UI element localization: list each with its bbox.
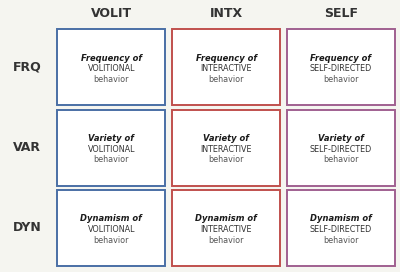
Text: FRQ: FRQ	[13, 61, 41, 74]
FancyBboxPatch shape	[172, 29, 280, 105]
Text: VOLIT: VOLIT	[91, 7, 132, 20]
Text: behavior: behavior	[94, 75, 129, 84]
Text: behavior: behavior	[208, 156, 244, 165]
Text: VOLITIONAL: VOLITIONAL	[88, 225, 135, 234]
FancyBboxPatch shape	[286, 190, 395, 266]
Text: INTERACTIVE: INTERACTIVE	[200, 64, 252, 73]
FancyBboxPatch shape	[286, 29, 395, 105]
Text: Dynamism of: Dynamism of	[195, 214, 257, 223]
FancyBboxPatch shape	[57, 190, 166, 266]
Text: behavior: behavior	[94, 156, 129, 165]
Text: VAR: VAR	[13, 141, 41, 154]
Text: DYN: DYN	[13, 221, 41, 234]
Text: behavior: behavior	[323, 236, 358, 245]
Text: Dynamism of: Dynamism of	[80, 214, 142, 223]
Text: behavior: behavior	[208, 236, 244, 245]
Text: Variety of: Variety of	[88, 134, 134, 143]
Text: behavior: behavior	[323, 75, 358, 84]
Text: Variety of: Variety of	[203, 134, 249, 143]
Text: SELF-DIRECTED: SELF-DIRECTED	[310, 225, 372, 234]
Text: INTERACTIVE: INTERACTIVE	[200, 225, 252, 234]
Text: Frequency of: Frequency of	[310, 54, 371, 63]
Text: VOLITIONAL: VOLITIONAL	[88, 145, 135, 154]
Text: INTX: INTX	[210, 7, 242, 20]
Text: INTERACTIVE: INTERACTIVE	[200, 145, 252, 154]
Text: Frequency of: Frequency of	[81, 54, 142, 63]
FancyBboxPatch shape	[286, 110, 395, 186]
Text: VOLITIONAL: VOLITIONAL	[88, 64, 135, 73]
Text: SELF-DIRECTED: SELF-DIRECTED	[310, 64, 372, 73]
Text: Variety of: Variety of	[318, 134, 364, 143]
Text: SELF-DIRECTED: SELF-DIRECTED	[310, 145, 372, 154]
FancyBboxPatch shape	[57, 29, 166, 105]
FancyBboxPatch shape	[172, 190, 280, 266]
FancyBboxPatch shape	[57, 110, 166, 186]
Text: behavior: behavior	[208, 75, 244, 84]
FancyBboxPatch shape	[172, 110, 280, 186]
Text: Dynamism of: Dynamism of	[310, 214, 372, 223]
Text: Frequency of: Frequency of	[196, 54, 256, 63]
Text: behavior: behavior	[94, 236, 129, 245]
Text: SELF: SELF	[324, 7, 358, 20]
Text: behavior: behavior	[323, 156, 358, 165]
